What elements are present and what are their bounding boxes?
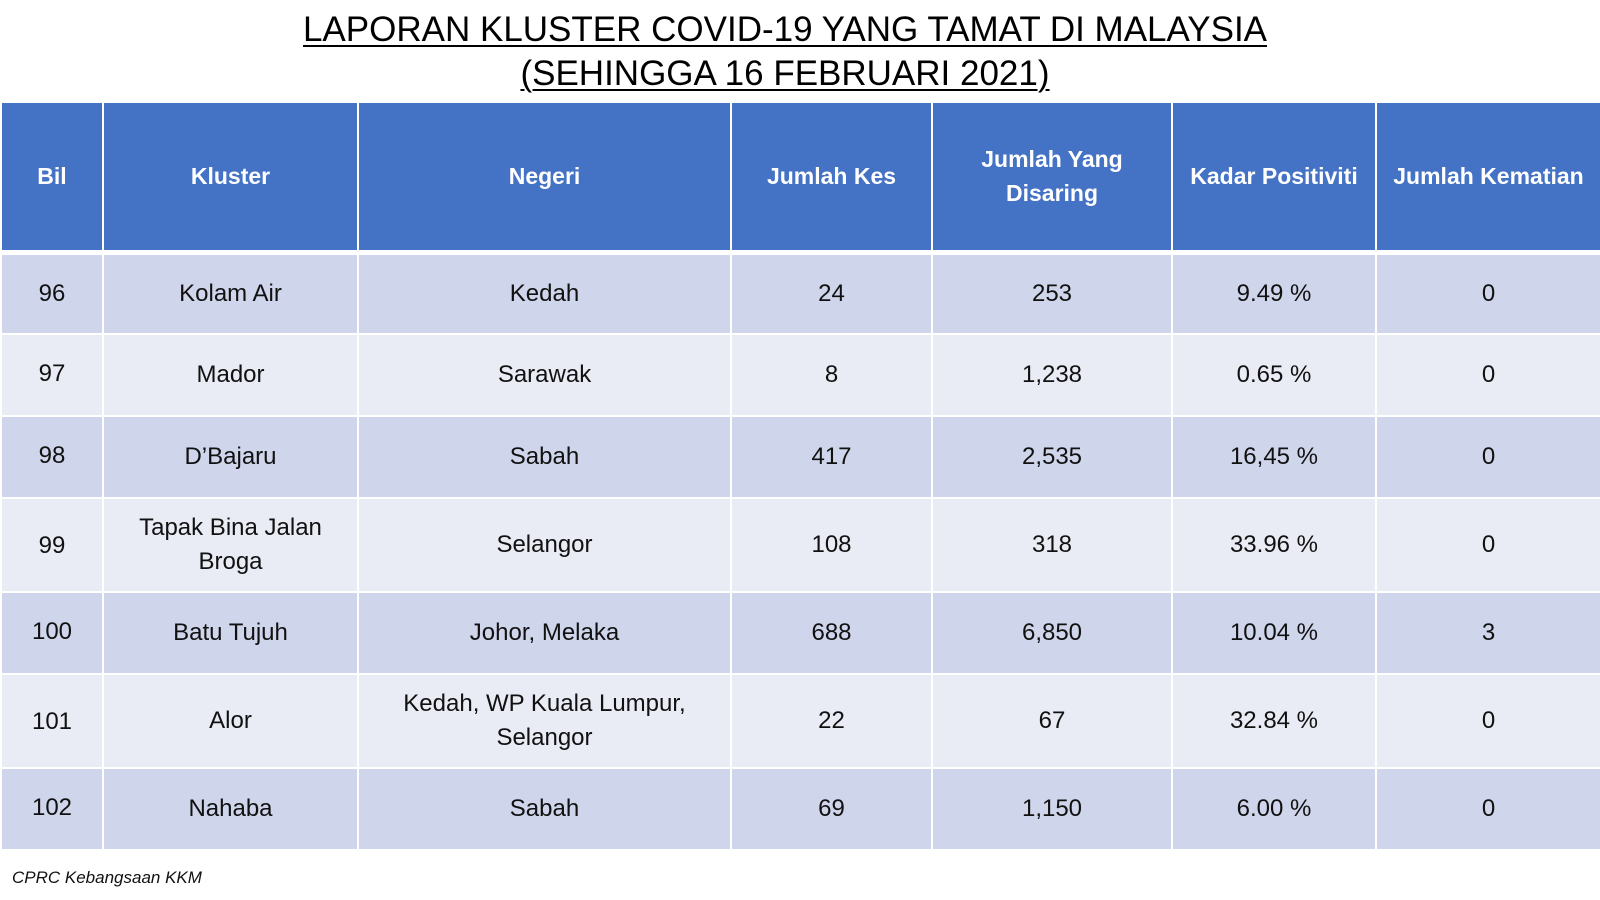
cell-kluster: Alor: [102, 673, 359, 769]
cell-jumlah-kematian: 0: [1375, 497, 1600, 593]
cell-kadar-positiviti: 16,45 %: [1171, 415, 1377, 499]
cell-kadar-positiviti: 33.96 %: [1171, 497, 1377, 593]
cell-kluster: Mador: [102, 333, 359, 417]
header-jumlah-kematian: Jumlah Kematian: [1375, 101, 1600, 255]
cell-jumlah-disaring: 1,238: [931, 333, 1173, 417]
cell-kadar-positiviti: 10.04 %: [1171, 591, 1377, 675]
cell-negeri: Johor, Melaka: [357, 591, 732, 675]
source-note: CPRC Kebangsaan KKM: [12, 868, 202, 887]
cell-bil: 102: [0, 767, 104, 851]
table-header: Bil Kluster Negeri Jumlah Kes Jumlah Yan…: [0, 101, 1600, 255]
cell-jumlah-disaring: 2,535: [931, 415, 1173, 499]
cell-bil: 98: [0, 415, 104, 499]
cell-kluster: Nahaba: [102, 767, 359, 851]
cell-jumlah-kematian: 0: [1375, 333, 1600, 417]
cell-negeri: Sabah: [357, 767, 732, 851]
cell-kadar-positiviti: 32.84 %: [1171, 673, 1377, 769]
header-jumlah-kes: Jumlah Kes: [730, 101, 933, 255]
table-row: 100 Batu Tujuh Johor, Melaka 688 6,850 1…: [0, 591, 1600, 675]
cell-kadar-positiviti: 0.65 %: [1171, 333, 1377, 417]
table-row: 96 Kolam Air Kedah 24 253 9.49 % 0: [0, 251, 1600, 335]
cell-jumlah-kes: 108: [730, 497, 933, 593]
cell-jumlah-kematian: 0: [1375, 767, 1600, 851]
cell-negeri: Kedah: [357, 251, 732, 335]
header-bil: Bil: [0, 101, 104, 255]
report-title: LAPORAN KLUSTER COVID-19 YANG TAMAT DI M…: [0, 8, 1570, 96]
cell-jumlah-kematian: 3: [1375, 591, 1600, 675]
header-negeri: Negeri: [357, 101, 732, 255]
cell-jumlah-kes: 24: [730, 251, 933, 335]
cell-jumlah-disaring: 318: [931, 497, 1173, 593]
cell-negeri: Selangor: [357, 497, 732, 593]
cell-jumlah-kes: 8: [730, 333, 933, 417]
cell-negeri: Kedah, WP Kuala Lumpur, Selangor: [357, 673, 732, 769]
table-row: 97 Mador Sarawak 8 1,238 0.65 % 0: [0, 333, 1600, 417]
cell-jumlah-kes: 417: [730, 415, 933, 499]
cell-negeri: Sarawak: [357, 333, 732, 417]
table-row: 101 Alor Kedah, WP Kuala Lumpur, Selango…: [0, 673, 1600, 769]
cell-jumlah-disaring: 253: [931, 251, 1173, 335]
cell-kadar-positiviti: 9.49 %: [1171, 251, 1377, 335]
cell-kluster: Kolam Air: [102, 251, 359, 335]
cell-jumlah-kes: 22: [730, 673, 933, 769]
header-kluster: Kluster: [102, 101, 359, 255]
cell-jumlah-kes: 69: [730, 767, 933, 851]
table-row: 98 D’Bajaru Sabah 417 2,535 16,45 % 0: [0, 415, 1600, 499]
cell-jumlah-kematian: 0: [1375, 673, 1600, 769]
cell-jumlah-disaring: 6,850: [931, 591, 1173, 675]
table-row: 99 Tapak Bina Jalan Broga Selangor 108 3…: [0, 497, 1600, 593]
cell-jumlah-kes: 688: [730, 591, 933, 675]
header-jumlah-disaring: Jumlah Yang Disaring: [931, 101, 1173, 255]
table-row: 102 Nahaba Sabah 69 1,150 6.00 % 0: [0, 767, 1600, 851]
cell-bil: 100: [0, 591, 104, 675]
cell-bil: 96: [0, 251, 104, 335]
cell-jumlah-kematian: 0: [1375, 415, 1600, 499]
cell-negeri: Sabah: [357, 415, 732, 499]
cell-bil: 101: [0, 673, 104, 769]
cell-jumlah-disaring: 1,150: [931, 767, 1173, 851]
cell-kluster: D’Bajaru: [102, 415, 359, 499]
cell-kadar-positiviti: 6.00 %: [1171, 767, 1377, 851]
table-body: 96 Kolam Air Kedah 24 253 9.49 % 0 97 Ma…: [0, 251, 1600, 851]
report-title-line-1: LAPORAN KLUSTER COVID-19 YANG TAMAT DI M…: [302, 10, 1268, 49]
cell-bil: 97: [0, 333, 104, 417]
cell-jumlah-disaring: 67: [931, 673, 1173, 769]
cell-kluster: Batu Tujuh: [102, 591, 359, 675]
report-title-line-2: (SEHINGGA 16 FEBRUARI 2021): [520, 54, 1050, 93]
header-row: Bil Kluster Negeri Jumlah Kes Jumlah Yan…: [0, 101, 1600, 255]
cell-bil: 99: [0, 497, 104, 593]
cluster-table: Bil Kluster Negeri Jumlah Kes Jumlah Yan…: [0, 101, 1600, 851]
cell-kluster: Tapak Bina Jalan Broga: [102, 497, 359, 593]
cell-jumlah-kematian: 0: [1375, 251, 1600, 335]
header-kadar-positiviti: Kadar Positiviti: [1171, 101, 1377, 255]
